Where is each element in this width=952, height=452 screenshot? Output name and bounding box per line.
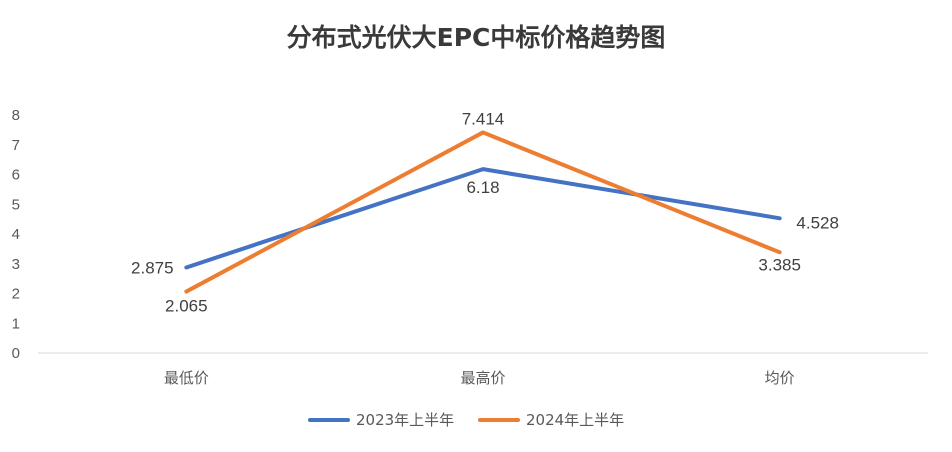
- x-category-label: 均价: [765, 369, 795, 387]
- y-tick-label: 0: [12, 345, 20, 362]
- series-line-1: [184, 167, 782, 270]
- y-tick-label: 7: [12, 137, 20, 154]
- series-lines: [184, 130, 782, 294]
- data-label: 7.414: [462, 109, 505, 128]
- x-category-label: 最低价: [164, 369, 209, 387]
- x-category-label: 最高价: [460, 369, 505, 387]
- chart-title: 分布式光伏大EPC中标价格趋势图: [287, 23, 666, 52]
- x-axis-categories: 最低价 最高价 均价: [164, 369, 795, 387]
- data-label: 2.875: [131, 258, 174, 277]
- y-tick-label: 2: [12, 286, 20, 303]
- series-line-2: [184, 130, 782, 294]
- data-label: 6.18: [466, 178, 499, 197]
- y-tick-label: 3: [12, 256, 20, 273]
- legend-label-2: 2024年上半年: [526, 411, 624, 429]
- y-tick-label: 1: [12, 315, 20, 332]
- data-label: 2.065: [165, 297, 208, 316]
- data-labels: 2.875 6.18 4.528 2.065 7.414 3.385: [131, 109, 839, 315]
- legend-label-1: 2023年上半年: [356, 411, 454, 429]
- y-tick-label: 8: [12, 107, 20, 124]
- data-label: 3.385: [758, 255, 801, 274]
- data-label: 4.528: [796, 213, 839, 232]
- y-tick-label: 4: [12, 226, 20, 243]
- y-tick-label: 5: [12, 196, 20, 213]
- y-axis-ticks: 0 1 2 3 4 5 6 7 8: [12, 107, 20, 362]
- y-tick-label: 6: [12, 167, 20, 184]
- legend: 2023年上半年 2024年上半年: [308, 411, 624, 429]
